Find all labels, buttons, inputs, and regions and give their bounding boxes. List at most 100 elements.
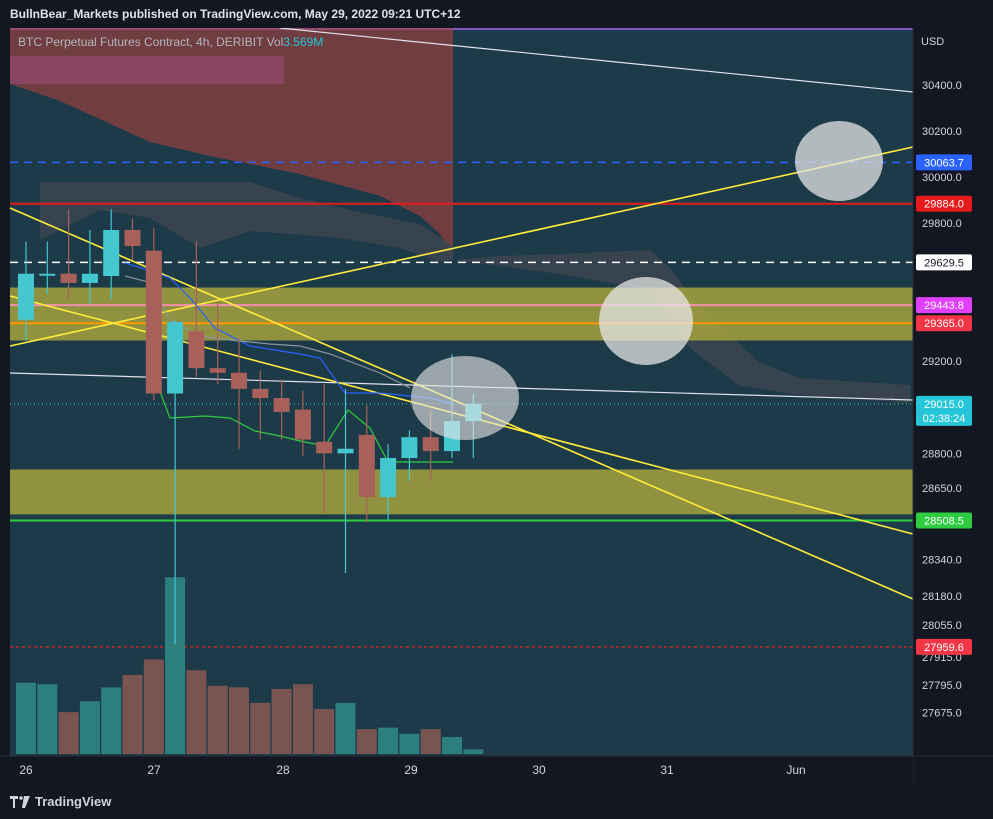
volume-bar <box>143 659 164 754</box>
x-tick-label: 27 <box>147 763 161 777</box>
y-tick-label: 28055.0 <box>922 620 962 632</box>
candle-body <box>380 457 397 498</box>
candle-body <box>401 437 418 458</box>
volume-bar <box>37 684 58 754</box>
candle-body <box>124 229 141 247</box>
price-tag: 29884.0 <box>916 195 972 212</box>
candle <box>60 209 77 300</box>
volume-bar <box>207 685 228 754</box>
chart-frame[interactable]: USD 30400.0 30200.0 30000.0 29800.0 29200.0 2… <box>0 27 993 784</box>
candle <box>18 241 34 341</box>
candle-body <box>337 448 354 454</box>
publish-line: BullnBear_Markets published on TradingVi… <box>10 7 461 21</box>
volume-bar <box>335 702 356 754</box>
price-tag: 28508.5 <box>916 512 972 529</box>
chart-legend[interactable]: BTC Perpetual Futures Contract, 4h, DERI… <box>18 35 323 49</box>
candle <box>401 430 418 481</box>
volume-bar <box>378 727 399 754</box>
candle-body <box>273 398 290 412</box>
candle <box>103 209 120 300</box>
volume-bars <box>16 577 484 754</box>
white-trendline-top <box>279 27 914 93</box>
candle <box>294 391 311 456</box>
candle <box>209 301 226 385</box>
volume-bar <box>420 729 441 754</box>
y-tick-label: 29800.0 <box>922 218 962 230</box>
candle-body <box>231 372 247 389</box>
volume-bar <box>271 688 292 754</box>
red-cloud <box>10 28 453 260</box>
candle-body <box>422 437 439 452</box>
candle <box>337 388 354 574</box>
candle-body <box>209 368 226 373</box>
price-tag: 29443.8 <box>916 297 972 314</box>
price-tag-text: 30063.7 <box>924 157 964 169</box>
y-tick-label: 27915.0 <box>922 652 962 664</box>
price-tag: 29365.0 <box>916 315 972 332</box>
symbol-label: BTC Perpetual Futures Contract, 4h, DERI… <box>18 35 264 49</box>
volume-bar <box>16 682 36 754</box>
footer-brand: TradingView <box>35 794 112 809</box>
y-tick-label: 28650.0 <box>922 483 962 495</box>
x-tick-label: 26 <box>19 763 33 777</box>
price-tag-text: 27959.6 <box>924 642 964 654</box>
candle-body <box>60 273 77 283</box>
gray-cloud <box>40 182 910 403</box>
volume-value: 3.569M <box>283 35 324 49</box>
price-tag: 27959.6 <box>916 638 972 655</box>
volume-bar <box>101 687 122 754</box>
y-tick-label: 29200.0 <box>922 356 962 368</box>
blue-indicator-line <box>124 262 454 405</box>
zone-0 <box>10 287 913 341</box>
candle <box>273 379 290 440</box>
x-tick-label: 30 <box>532 763 546 777</box>
price-tag-text: 29365.0 <box>924 318 964 330</box>
candle <box>81 229 98 304</box>
highlight-circle-right <box>795 121 883 201</box>
highlight-circles <box>411 121 883 440</box>
volume-bar <box>165 577 186 754</box>
x-tick-label: Jun <box>786 763 805 777</box>
volume-bar <box>442 736 462 754</box>
candle <box>39 241 56 295</box>
candle-body <box>294 409 311 440</box>
candlesticks <box>18 209 482 645</box>
price-tag-text: 28508.5 <box>924 515 964 527</box>
price-axis[interactable]: USD 30400.0 30200.0 30000.0 29800.0 29200.0 2… <box>912 28 993 784</box>
currency-label: USD <box>921 36 944 48</box>
x-tick-label: 28 <box>276 763 290 777</box>
tradingview-logo[interactable]: TradingView <box>10 794 111 809</box>
volume-bar <box>314 709 335 754</box>
candle <box>380 444 397 521</box>
volume-bar <box>356 729 377 754</box>
ichimoku-cloud <box>10 28 910 403</box>
y-tick-label: 28180.0 <box>922 591 962 603</box>
candle <box>231 338 247 449</box>
y-tick-label: 30200.0 <box>922 126 962 138</box>
volume-bar <box>250 702 271 754</box>
time-axis[interactable]: 26 27 28 29 30 31 Jun <box>0 755 993 784</box>
candle-body <box>252 388 269 399</box>
candle <box>145 227 162 401</box>
price-tag-text: 29443.8 <box>924 300 964 312</box>
publish-header: BullnBear_Markets published on TradingVi… <box>0 0 993 28</box>
y-tick-label: 28800.0 <box>922 448 962 460</box>
highlight-circle-left <box>411 356 519 440</box>
candle-body <box>18 273 34 320</box>
candle <box>188 241 205 378</box>
volume-bar <box>186 670 207 754</box>
price-tag-text: 29015.0 <box>924 399 964 411</box>
x-tick-labels: 26 27 28 29 30 31 Jun <box>19 763 805 777</box>
price-chart[interactable]: USD 30400.0 30200.0 30000.0 29800.0 29200.0 2… <box>0 27 993 784</box>
candle-body <box>316 441 333 454</box>
price-tag: 30063.7 <box>916 154 972 171</box>
y-tick-label: 27675.0 <box>922 707 962 719</box>
price-tag: 02:38:24 <box>916 409 972 426</box>
candle-body <box>39 273 56 276</box>
candle <box>167 319 184 645</box>
candle <box>358 404 375 523</box>
zone-1 <box>10 469 913 515</box>
volume-bar <box>292 684 313 754</box>
x-tick-label: 31 <box>660 763 674 777</box>
candle-body <box>103 229 120 277</box>
